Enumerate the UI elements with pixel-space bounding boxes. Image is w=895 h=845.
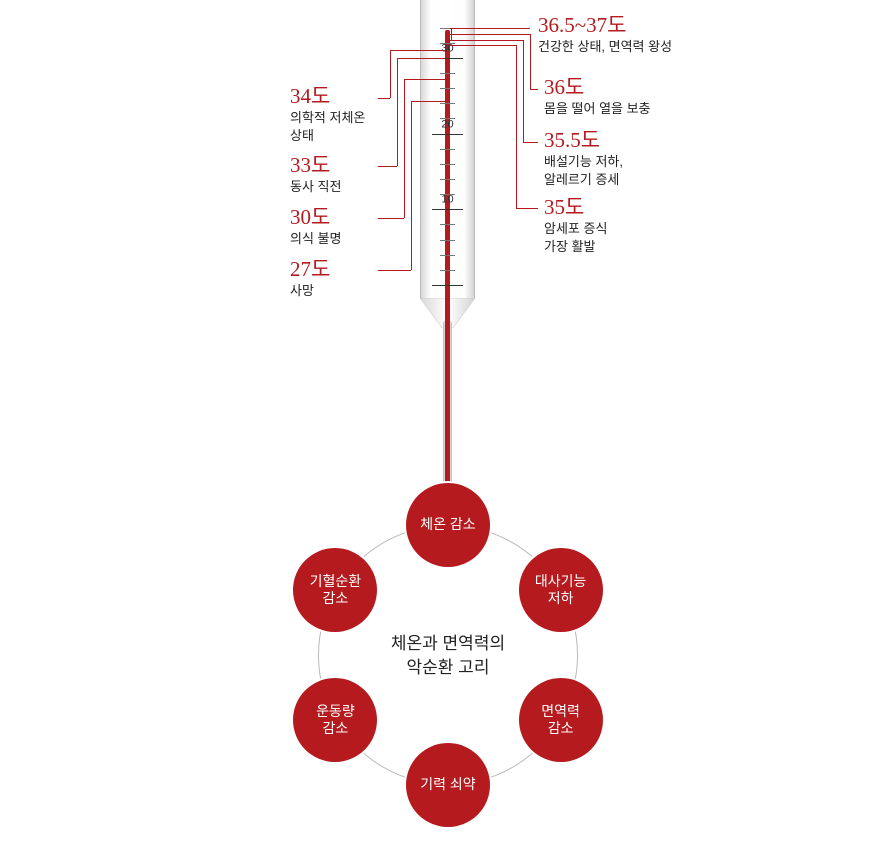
temp-desc: 암세포 증식 가장 활발 (544, 220, 607, 255)
tick-minor (440, 255, 455, 256)
cycle-node: 기력 쇠약 (406, 743, 490, 827)
infographic-stage: 102030 36.5~37도 건강한 상태, 면역력 왕성 (0, 0, 895, 845)
label-35.5: 35.5도 배설기능 저하, 알레르기 증세 (544, 130, 623, 188)
label-35: 35도 암세포 증식 가장 활발 (544, 197, 607, 255)
tick-major (432, 209, 463, 210)
tick-label: 20 (432, 118, 463, 130)
temp-desc: 건강한 상태, 면역력 왕성 (538, 38, 672, 56)
label-36.5-37: 36.5~37도 건강한 상태, 면역력 왕성 (538, 15, 672, 56)
temp-value: 36도 (544, 77, 651, 98)
thermometer-scale: 102030 (432, 20, 463, 285)
temp-value: 33도 (290, 155, 341, 176)
temp-value: 36.5~37도 (538, 15, 672, 36)
tick-minor (440, 164, 455, 165)
tick-minor (440, 43, 455, 44)
temp-value: 35도 (544, 197, 607, 218)
temp-desc: 몸을 떨어 열을 보충 (544, 100, 651, 118)
tick-minor (440, 149, 455, 150)
cycle-node: 기혈순환 감소 (293, 548, 377, 632)
cycle-diagram: 체온과 면역력의 악순환 고리 체온 감소대사기능 저하면역력 감소기력 쇠약운… (283, 490, 613, 820)
cycle-node: 면역력 감소 (519, 678, 603, 762)
temp-value: 30도 (290, 207, 341, 228)
tick-major (432, 285, 463, 286)
temp-desc: 의학적 저체온 상태 (290, 109, 365, 144)
tick-minor (440, 270, 455, 271)
tick-minor (440, 240, 455, 241)
temp-value: 27도 (290, 259, 330, 280)
cycle-title: 체온과 면역력의 악순환 고리 (283, 632, 613, 680)
temp-desc: 동사 직전 (290, 178, 341, 196)
tick-minor (440, 194, 455, 195)
cycle-node: 대사기능 저하 (519, 548, 603, 632)
temp-value: 34도 (290, 86, 365, 107)
cycle-node: 운동량 감소 (293, 678, 377, 762)
tick-label: 10 (432, 194, 463, 206)
cycle-title-line1: 체온과 면역력의 (391, 634, 505, 653)
label-30: 30도 의식 불명 (290, 207, 341, 248)
temp-desc: 사망 (290, 282, 330, 300)
tick-minor (440, 179, 455, 180)
temp-desc: 의식 불명 (290, 230, 341, 248)
cycle-node: 체온 감소 (406, 483, 490, 567)
tick-minor (440, 118, 455, 119)
tick-major (432, 134, 463, 135)
label-27: 27도 사망 (290, 259, 330, 300)
thermometer: 102030 (420, 0, 475, 470)
label-36: 36도 몸을 떨어 열을 보충 (544, 77, 651, 118)
tick-minor (440, 224, 455, 225)
tick-minor (440, 88, 455, 89)
tick-minor (440, 103, 455, 104)
temp-value: 35.5도 (544, 130, 623, 151)
cycle-title-line2: 악순환 고리 (407, 658, 490, 677)
label-33: 33도 동사 직전 (290, 155, 341, 196)
tick-minor (440, 73, 455, 74)
temp-desc: 배설기능 저하, 알레르기 증세 (544, 153, 623, 188)
label-34: 34도 의학적 저체온 상태 (290, 86, 365, 144)
